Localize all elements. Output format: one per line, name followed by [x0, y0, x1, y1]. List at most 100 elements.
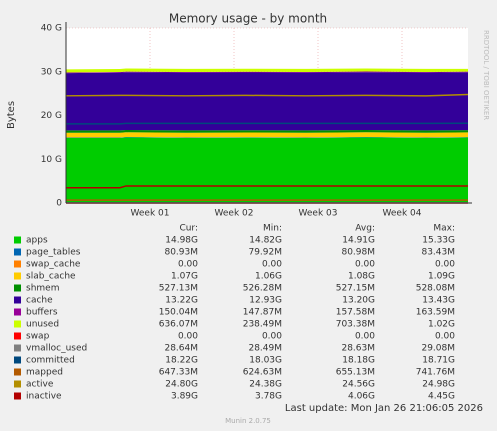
legend-stat: 163.59M	[416, 308, 455, 318]
legend-stat: 1.07G	[171, 272, 198, 282]
legend-stat: 79.92M	[248, 248, 282, 258]
legend-entry: inactive	[26, 392, 62, 402]
area	[66, 68, 468, 73]
legend-stat: 18.03G	[249, 356, 282, 366]
y-axis-label: Bytes	[6, 101, 17, 129]
legend-entry: active	[26, 380, 54, 390]
legend-entry: cache	[26, 296, 53, 306]
legend-entry: buffers	[26, 308, 58, 318]
legend-entry: committed	[26, 356, 75, 366]
legend-stat: 4.45G	[428, 392, 455, 402]
line	[66, 122, 469, 125]
legend-swatch	[14, 392, 21, 400]
area	[66, 72, 468, 131]
legend-stat: 0.00	[262, 332, 282, 342]
area	[66, 129, 468, 133]
legend-stat: 527.13M	[159, 284, 198, 294]
legend-stat: 636.07M	[159, 320, 198, 330]
y-tick-label: 30 G	[41, 67, 62, 77]
chart-title: Memory usage - by month	[169, 12, 327, 26]
legend-stat: 13.43G	[422, 296, 455, 306]
legend-stat: 0.00	[355, 260, 375, 270]
area	[66, 137, 468, 138]
legend-stat: 0.00	[178, 260, 198, 270]
legend-stat: 13.20G	[342, 296, 375, 306]
legend-swatch	[14, 368, 21, 376]
area	[66, 71, 468, 74]
side-label: RRDTOOL / TOBI OETIKER	[482, 30, 490, 120]
legend-stat: 24.38G	[249, 380, 282, 390]
legend-column-header: Cur:	[179, 224, 198, 234]
legend-stat: 624.63M	[243, 368, 282, 378]
legend-stat: 1.09G	[428, 272, 455, 282]
legend-stat: 1.08G	[348, 272, 375, 282]
legend-stat: 238.49M	[243, 320, 282, 330]
legend-stat: 527.15M	[336, 284, 375, 294]
legend-entry: shmem	[26, 284, 59, 294]
area	[66, 137, 468, 203]
legend-stat: 15.33G	[422, 236, 455, 246]
legend-swatch	[14, 236, 21, 244]
legend-entry: slab_cache	[26, 272, 76, 282]
legend-stat: 147.87M	[243, 308, 282, 318]
x-tick-label: Week 03	[299, 209, 338, 219]
legend-swatch	[14, 296, 21, 304]
legend-stat: 0.00	[178, 332, 198, 342]
legend-swatch	[14, 260, 21, 268]
line	[66, 185, 469, 189]
x-tick-label: Week 02	[215, 209, 254, 219]
legend-stat: 14.82G	[249, 236, 282, 246]
legend-column-header: Avg:	[355, 224, 375, 234]
legend-stat: 655.13M	[336, 368, 375, 378]
legend-entry: unused	[26, 320, 59, 330]
legend-stat: 0.00	[262, 260, 282, 270]
legend-column-header: Max:	[433, 224, 455, 234]
legend-entry: vmalloc_used	[26, 344, 87, 354]
legend-stat: 157.58M	[336, 308, 375, 318]
legend-stat: 12.93G	[249, 296, 282, 306]
legend-stat: 14.98G	[165, 236, 198, 246]
legend-swatch	[14, 248, 21, 256]
y-tick-label: 20 G	[41, 111, 62, 121]
legend-stat: 3.89G	[171, 392, 198, 402]
legend-stat: 741.76M	[416, 368, 455, 378]
legend-stat: 13.22G	[165, 296, 198, 306]
legend-stat: 24.98G	[422, 380, 455, 390]
legend-swatch	[14, 356, 21, 364]
legend-swatch	[14, 320, 21, 328]
legend-stat: 526.28M	[243, 284, 282, 294]
legend-stat: 0.00	[435, 260, 455, 270]
legend-entry: swap	[26, 332, 50, 342]
x-tick-label: Week 04	[383, 209, 422, 219]
legend-stat: 0.00	[435, 332, 455, 342]
legend-stat: 3.78G	[255, 392, 282, 402]
legend-swatch	[14, 308, 21, 316]
legend-entry: apps	[26, 236, 48, 246]
legend-stat: 24.56G	[342, 380, 375, 390]
legend-stat: 18.18G	[342, 356, 375, 366]
legend-stat: 1.02G	[428, 320, 455, 330]
legend-stat: 28.49M	[248, 344, 282, 354]
legend-stat: 80.98M	[341, 248, 375, 258]
legend-stat: 29.08M	[421, 344, 455, 354]
y-tick-label: 10 G	[41, 155, 62, 165]
legend-stat: 150.04M	[159, 308, 198, 318]
y-tick-label: 0	[56, 199, 62, 209]
legend-stat: 24.80G	[165, 380, 198, 390]
legend-swatch	[14, 344, 21, 352]
legend-column-header: Min:	[263, 224, 282, 234]
legend-stat: 28.64M	[164, 344, 198, 354]
legend-stat: 83.43M	[421, 248, 455, 258]
legend-stat: 703.38M	[336, 320, 375, 330]
legend-stat: 18.22G	[165, 356, 198, 366]
legend-stat: 14.91G	[342, 236, 375, 246]
legend-swatch	[14, 272, 21, 280]
x-tick-label: Week 01	[131, 209, 170, 219]
legend-entry: swap_cache	[26, 260, 81, 270]
legend-stat: 647.33M	[159, 368, 198, 378]
legend-stat: 28.63M	[341, 344, 375, 354]
last-update: Last update: Mon Jan 26 21:06:05 2026	[285, 403, 483, 414]
area	[66, 132, 468, 138]
legend-stat: 0.00	[355, 332, 375, 342]
